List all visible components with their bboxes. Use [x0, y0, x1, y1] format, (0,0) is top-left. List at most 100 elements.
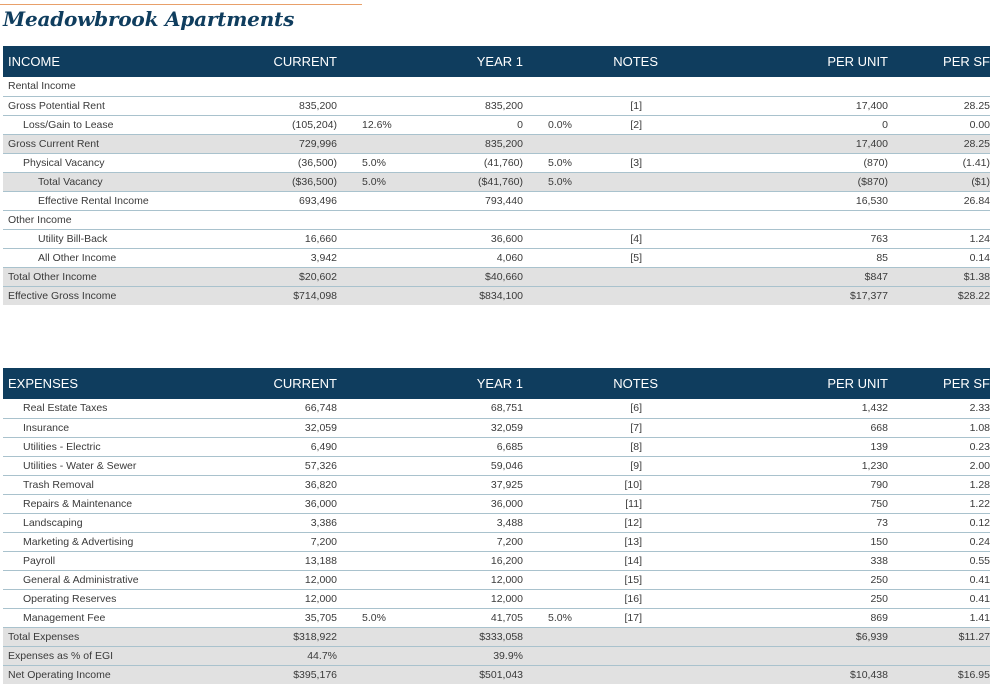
per-unit-value: 139 [703, 437, 888, 457]
notes-ref: [4] [583, 229, 703, 249]
year1-value: 12,000 [397, 589, 523, 609]
notes-ref [583, 286, 703, 305]
current-percent [337, 627, 397, 647]
row-label: Trash Removal [3, 475, 265, 495]
current-value: (105,204) [265, 115, 337, 135]
per-sf-value: 0.23 [888, 437, 990, 457]
income-header-year1: YEAR 1 [476, 54, 523, 69]
per-sf-value: 1.24 [888, 229, 990, 249]
row-label: Rental Income [3, 77, 265, 97]
income-header-label: INCOME [8, 54, 60, 69]
current-percent: 5.0% [337, 172, 397, 192]
per-unit-value: 668 [703, 418, 888, 438]
income-row: Physical Vacancy (36,500) 5.0% (41,760) 5.0%… [3, 153, 990, 173]
current-value: 35,705 [265, 608, 337, 628]
year1-percent [523, 77, 583, 97]
per-sf-value: 2.33 [888, 399, 990, 419]
expenses-row: Expenses as % of EGI 44.7% 39.9% [3, 646, 990, 666]
row-label: Expenses as % of EGI [3, 646, 265, 666]
year1-percent [523, 665, 583, 684]
per-sf-value: $1.38 [888, 267, 990, 287]
year1-percent: 0.0% [523, 115, 583, 135]
expenses-header-label: EXPENSES [8, 376, 79, 391]
row-label: Gross Potential Rent [3, 96, 265, 116]
year1-percent: 5.0% [523, 172, 583, 192]
per-sf-value [888, 210, 990, 230]
current-value: $318,922 [265, 627, 337, 647]
year1-percent [523, 286, 583, 305]
per-sf-value: ($1) [888, 172, 990, 192]
current-value: 12,000 [265, 589, 337, 609]
year1-value: 68,751 [397, 399, 523, 419]
notes-ref: [9] [583, 456, 703, 476]
row-label: Repairs & Maintenance [3, 494, 265, 514]
current-percent [337, 210, 397, 230]
year1-value: 793,440 [397, 191, 523, 211]
per-unit-value: $17,377 [703, 286, 888, 305]
page-title: Meadowbrook Apartments [3, 7, 295, 31]
row-label: Payroll [3, 551, 265, 571]
per-unit-value: 1,432 [703, 399, 888, 419]
current-value: 12,000 [265, 570, 337, 590]
year1-percent [523, 134, 583, 154]
per-sf-value [888, 646, 990, 666]
current-value: 36,000 [265, 494, 337, 514]
year1-percent [523, 456, 583, 476]
current-value: $714,098 [265, 286, 337, 305]
row-label: Other Income [3, 210, 265, 230]
year1-value: 6,685 [397, 437, 523, 457]
income-header-current: CURRENT [273, 54, 337, 69]
year1-percent [523, 399, 583, 419]
current-percent: 12.6% [337, 115, 397, 135]
current-value: 44.7% [265, 646, 337, 666]
per-unit-value: 17,400 [703, 96, 888, 116]
year1-value: $333,058 [397, 627, 523, 647]
row-label: Utilities - Electric [3, 437, 265, 457]
row-label: Insurance [3, 418, 265, 438]
expenses-header-per-sf: PER SF [943, 376, 990, 391]
current-value: 3,942 [265, 248, 337, 268]
expenses-table-header: EXPENSES CURRENT YEAR 1 NOTES PER UNIT P… [3, 368, 990, 399]
row-label: Total Other Income [3, 267, 265, 287]
current-value [265, 77, 337, 97]
year1-value: $834,100 [397, 286, 523, 305]
current-value: 3,386 [265, 513, 337, 533]
per-sf-value: 1.41 [888, 608, 990, 628]
per-unit-value [703, 77, 888, 97]
year1-percent [523, 437, 583, 457]
per-sf-value: (1.41) [888, 153, 990, 173]
per-unit-value: 85 [703, 248, 888, 268]
current-value: 16,660 [265, 229, 337, 249]
current-value: ($36,500) [265, 172, 337, 192]
year1-value: 32,059 [397, 418, 523, 438]
per-unit-value: 763 [703, 229, 888, 249]
current-percent [337, 665, 397, 684]
year1-value [397, 210, 523, 230]
year1-percent [523, 418, 583, 438]
year1-value: 0 [397, 115, 523, 135]
per-unit-value: (870) [703, 153, 888, 173]
year1-percent [523, 210, 583, 230]
per-unit-value: 16,530 [703, 191, 888, 211]
current-percent [337, 229, 397, 249]
row-label: Gross Current Rent [3, 134, 265, 154]
per-sf-value: 0.00 [888, 115, 990, 135]
year1-value: 16,200 [397, 551, 523, 571]
per-sf-value: 2.00 [888, 456, 990, 476]
per-sf-value: 0.55 [888, 551, 990, 571]
current-value: 693,496 [265, 191, 337, 211]
per-sf-value: 0.24 [888, 532, 990, 552]
per-sf-value: 0.41 [888, 570, 990, 590]
income-row: Rental Income [3, 77, 990, 97]
current-percent [337, 646, 397, 666]
notes-ref [583, 172, 703, 192]
current-percent [337, 286, 397, 305]
income-table-header: INCOME CURRENT YEAR 1 NOTES PER UNIT PER… [3, 46, 990, 77]
current-percent [337, 475, 397, 495]
notes-ref: [7] [583, 418, 703, 438]
per-unit-value: 338 [703, 551, 888, 571]
income-table: INCOME CURRENT YEAR 1 NOTES PER UNIT PER… [3, 46, 990, 305]
current-value: 835,200 [265, 96, 337, 116]
row-label: Real Estate Taxes [3, 399, 265, 419]
per-sf-value: 0.12 [888, 513, 990, 533]
